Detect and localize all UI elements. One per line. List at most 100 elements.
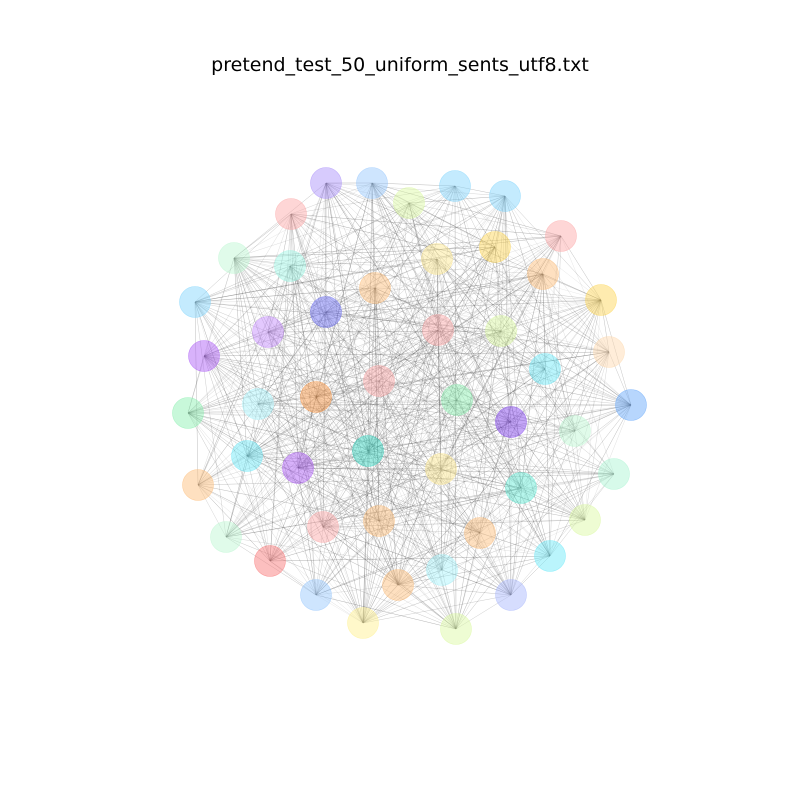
graph-edge (289, 235, 562, 267)
graph-edge (267, 331, 576, 432)
graph-edge (408, 202, 443, 571)
graph-edge (246, 399, 458, 457)
graph-edge (436, 246, 496, 260)
graph-edge (290, 213, 317, 596)
graph-edge (408, 202, 512, 596)
graph-edge (378, 273, 544, 382)
graph-edge (246, 455, 551, 557)
graph-node (440, 613, 472, 645)
graph-edge (325, 299, 602, 313)
graph-edge (246, 368, 546, 457)
graph-edge (257, 265, 291, 405)
graph-edge (315, 351, 610, 398)
graph-edge (297, 467, 481, 534)
graph-edge (322, 526, 364, 624)
graph-edge (257, 399, 458, 405)
graph-edge (197, 484, 364, 624)
graph-edge (374, 287, 602, 301)
graph-edge (289, 265, 586, 521)
graph-edge (233, 257, 364, 624)
graph-edge (440, 468, 586, 521)
graph-edge (436, 258, 502, 332)
graph-edge (297, 380, 380, 469)
graph-edge (289, 265, 632, 406)
graph-edge (504, 195, 512, 423)
graph-edge (225, 487, 522, 538)
graph-edge (246, 330, 502, 457)
graph-edge (322, 404, 632, 528)
graph-edge (225, 473, 615, 538)
graph-edge (479, 273, 544, 534)
graph-edge (187, 412, 512, 596)
graph-edge (197, 396, 317, 486)
graph-edge (246, 455, 457, 630)
graph-edge (257, 403, 481, 534)
graph-edge (197, 484, 271, 562)
graph-edge (246, 455, 271, 562)
graph-edge (315, 299, 602, 596)
graph-edge (269, 526, 324, 562)
graph-edge (325, 182, 380, 522)
graph-edge (504, 195, 610, 353)
graph-edge (233, 257, 269, 333)
graph-edge (378, 330, 502, 382)
graph-edge (362, 450, 369, 624)
graph-edge (325, 182, 551, 557)
graph-edge (367, 404, 632, 452)
graph-edge (325, 311, 380, 522)
graph-edge (454, 185, 502, 332)
graph-edge (233, 257, 317, 398)
graph-edge (225, 467, 299, 538)
graph-edge (437, 329, 610, 353)
graph-node (179, 286, 211, 318)
graph-edge (197, 380, 380, 486)
graph-edge (374, 185, 456, 289)
graph-edge (437, 329, 586, 521)
graph-node (359, 272, 391, 304)
graph-edge (325, 182, 410, 204)
graph-edge (408, 202, 438, 260)
graph-edge (194, 301, 399, 586)
graph-edge (325, 311, 512, 596)
graph-edge (440, 468, 522, 489)
graph-edge (454, 185, 602, 301)
graph-edge (289, 265, 522, 489)
graph-edge (542, 273, 602, 301)
graph-edge (187, 412, 380, 522)
graph-edge (600, 299, 610, 353)
graph-edge (203, 355, 380, 522)
graph-edge (315, 396, 364, 624)
graph-edge (315, 396, 369, 452)
graph-edge (197, 213, 292, 486)
graph-edge (187, 185, 456, 414)
graph-edge (225, 536, 317, 596)
graph-edge (362, 273, 544, 624)
graph-edge (187, 330, 502, 414)
graph-edge (397, 235, 562, 586)
graph-edge (315, 329, 439, 596)
graph-edge (367, 450, 512, 596)
graph-edge (187, 202, 410, 414)
graph-node (439, 170, 471, 202)
graph-edge (378, 468, 442, 522)
graph-node (300, 381, 332, 413)
graph-edge (584, 351, 610, 521)
graph-edge (289, 265, 443, 571)
graph-edge (542, 273, 586, 521)
graph-edge (325, 182, 364, 624)
graph-edge (197, 484, 399, 586)
graph-edge (187, 273, 544, 414)
graph-edge (194, 258, 438, 303)
graph-edge (246, 421, 512, 457)
graph-edge (325, 182, 399, 586)
graph-edge (197, 258, 438, 486)
graph-edge (362, 368, 546, 624)
graph-edge (187, 412, 586, 521)
graph-edge (290, 213, 324, 528)
graph-edge (246, 455, 299, 469)
graph-edge (374, 287, 546, 370)
graph-edge (322, 519, 586, 528)
graph-edge (542, 273, 615, 475)
graph-edge (289, 195, 506, 267)
graph-edge (325, 311, 502, 332)
